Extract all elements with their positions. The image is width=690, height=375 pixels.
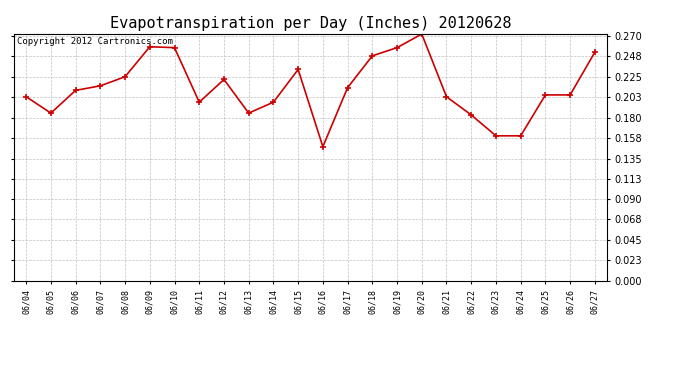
Text: Copyright 2012 Cartronics.com: Copyright 2012 Cartronics.com [17,38,172,46]
Title: Evapotranspiration per Day (Inches) 20120628: Evapotranspiration per Day (Inches) 2012… [110,16,511,31]
